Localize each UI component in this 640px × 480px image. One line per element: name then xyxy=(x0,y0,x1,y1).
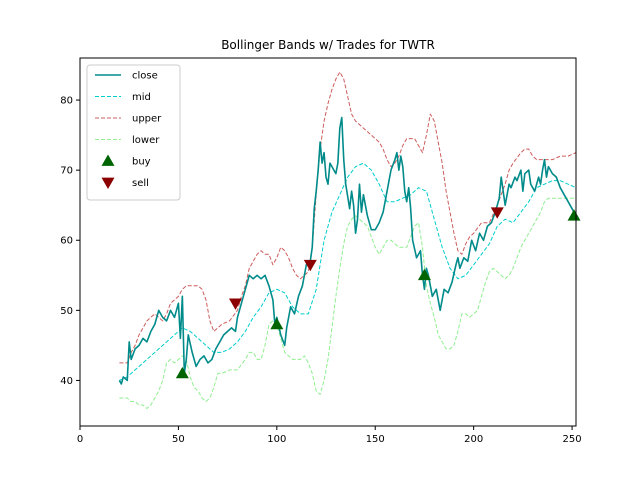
y-tick-label-40: 40 xyxy=(60,376,73,387)
plot-markers xyxy=(175,207,581,379)
buy-marker-1 xyxy=(270,317,284,330)
y-tick-label-50: 50 xyxy=(60,306,73,317)
sell-marker-0 xyxy=(228,298,242,310)
plot-frame xyxy=(79,57,577,427)
series-line-upper xyxy=(119,71,576,364)
legend: close mid upper lower buy sell xyxy=(86,64,181,201)
series-line-mid xyxy=(119,162,576,381)
x-tick-label-200: 200 xyxy=(464,434,483,445)
sell-marker-1 xyxy=(303,259,317,272)
y-tick-label-80: 80 xyxy=(60,96,73,107)
sell-marker-2 xyxy=(490,207,504,219)
x-tick-label-150: 150 xyxy=(366,434,385,445)
legend-swatch-sell xyxy=(101,177,115,189)
legend-box xyxy=(86,64,181,201)
chart-title: Bollinger Bands w/ Trades for TWTR xyxy=(221,38,435,52)
series-line-close xyxy=(118,116,576,385)
legend-label-upper: upper xyxy=(132,114,162,125)
y-tick-label-70: 70 xyxy=(60,166,73,177)
x-tick-label-0: 0 xyxy=(77,434,83,445)
legend-swatch-buy xyxy=(101,154,115,166)
legend-label-lower: lower xyxy=(132,135,160,146)
legend-label-mid: mid xyxy=(132,92,151,103)
legend-label-sell: sell xyxy=(132,178,149,189)
series-line-lower xyxy=(119,197,576,409)
x-tick-label-250: 250 xyxy=(563,434,582,445)
y-tick-label-60: 60 xyxy=(60,236,73,247)
buy-marker-2 xyxy=(417,268,431,281)
buy-marker-0 xyxy=(175,366,189,379)
legend-label-buy: buy xyxy=(132,157,151,168)
legend-label-close: close xyxy=(132,71,158,82)
x-tick-label-50: 50 xyxy=(172,434,185,445)
plot-lines xyxy=(118,71,576,409)
buy-marker-3 xyxy=(567,209,581,221)
x-tick-label-100: 100 xyxy=(267,434,286,445)
y-axis: 40 50 60 70 80 xyxy=(60,96,80,387)
x-axis: 0 50 100 150 200 250 xyxy=(77,426,582,445)
